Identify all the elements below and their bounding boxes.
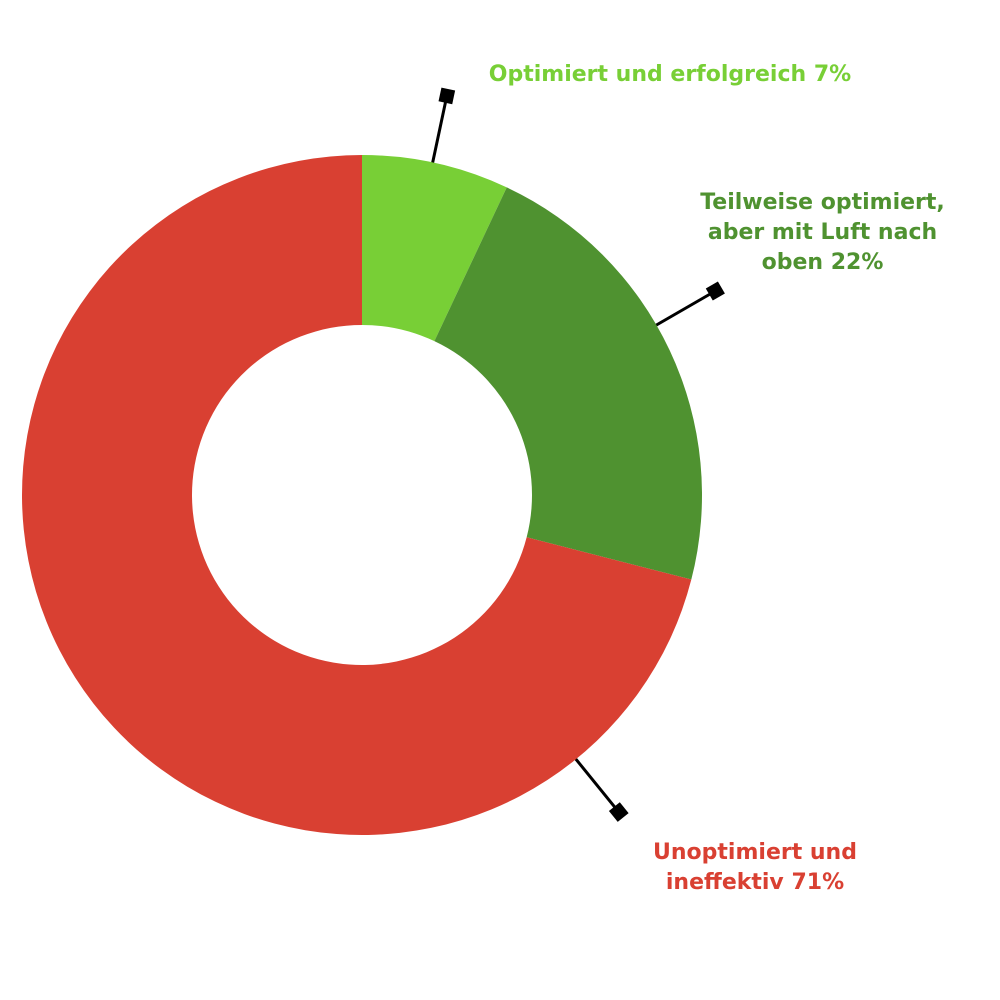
category-label: Teilweise optimiert, aber mit Luft nach …	[700, 190, 945, 275]
value-label: 71%	[791, 870, 845, 895]
category-label: Unoptimiert und ineffektiv	[653, 840, 857, 895]
leader-line	[429, 95, 449, 173]
leader-marker	[705, 281, 725, 301]
slice-label: Optimiert und erfolgreich 7%	[450, 60, 890, 90]
leader-marker	[438, 87, 456, 105]
donut-slice	[22, 155, 692, 835]
category-label: Optimiert und erfolgreich	[488, 62, 807, 87]
value-label: 7%	[813, 62, 852, 87]
slice-label: Unoptimiert und ineffektiv 71%	[630, 838, 880, 898]
donut-slice	[362, 155, 507, 342]
leader-marker	[608, 802, 629, 822]
value-label: 22%	[830, 250, 884, 275]
donut-slice	[434, 187, 703, 580]
slice-label: Teilweise optimiert, aber mit Luft nach …	[690, 188, 955, 278]
leader-line	[647, 289, 717, 332]
leader-line	[568, 750, 620, 814]
